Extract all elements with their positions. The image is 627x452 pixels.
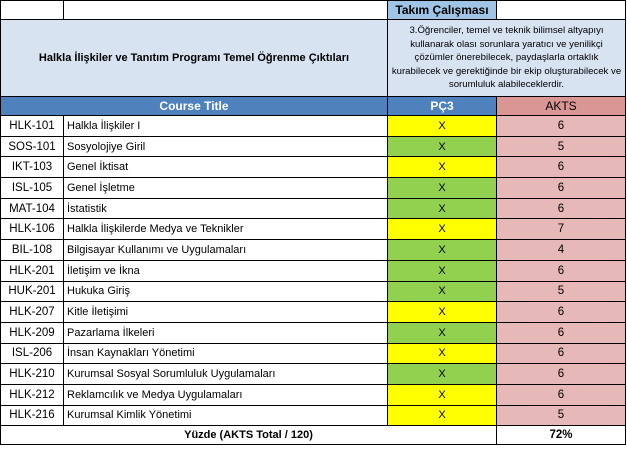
course-code-cell[interactable]: IKT-103 [0, 156, 64, 179]
outcome-mark-cell[interactable]: X [387, 115, 497, 137]
top-header-row: Takım Çalışması [0, 0, 626, 20]
akts-cell[interactable]: 6 [496, 321, 626, 344]
table-title[interactable]: Halkla İlişkiler ve Tanıtım Programı Tem… [0, 19, 388, 97]
footer-percentage[interactable]: 72% [496, 425, 626, 446]
course-title-cell[interactable]: Reklamcılık ve Medya Uygulamaları [63, 383, 388, 406]
course-title-cell[interactable]: Kitle İletişimi [63, 301, 388, 323]
footer-label[interactable]: Yüzde (AKTS Total / 120) [0, 425, 497, 446]
table-row: ISL-105 Genel İşletme X 6 [0, 177, 626, 199]
outcome-mark-cell[interactable]: X [387, 135, 497, 158]
akts-cell[interactable]: 5 [496, 280, 626, 303]
course-title-cell[interactable]: Hukuka Giriş [63, 280, 388, 303]
course-title-cell[interactable]: Bilgisayar Kullanımı ve Uygulamaları [63, 239, 388, 261]
outcome-mark-cell[interactable]: X [387, 156, 497, 179]
table-row: MAT-104 İstatistik X 6 [0, 197, 626, 220]
outcome-mark-cell[interactable]: X [387, 197, 497, 220]
course-title-cell[interactable]: İletişim ve İkna [63, 259, 388, 282]
akts-cell[interactable]: 6 [496, 259, 626, 282]
column-header-row: Course Title PÇ3 AKTS [0, 96, 626, 116]
outcome-mark-cell[interactable]: X [387, 177, 497, 199]
akts-header[interactable]: AKTS [496, 96, 626, 116]
akts-cell[interactable]: 4 [496, 239, 626, 261]
footer-row: Yüzde (AKTS Total / 120) 72% [0, 425, 626, 446]
akts-cell[interactable]: 5 [496, 135, 626, 158]
course-code-cell[interactable]: HLK-207 [0, 301, 64, 323]
course-code-cell[interactable]: HLK-101 [0, 115, 64, 137]
course-code-cell[interactable]: HLK-216 [0, 404, 64, 427]
table-row: IKT-103 Genel İktisat X 6 [0, 156, 626, 179]
section-title[interactable]: Takım Çalışması [387, 0, 497, 20]
akts-cell[interactable]: 6 [496, 177, 626, 199]
course-code-cell[interactable]: HUK-201 [0, 280, 64, 303]
table-row: HUK-201 Hukuka Giriş X 5 [0, 280, 626, 303]
outcome-description[interactable]: 3.Öğrenciler, temel ve teknik bilimsel a… [387, 19, 626, 97]
course-title-cell[interactable]: İstatistik [63, 197, 388, 220]
table-row: HLK-106 Halkla İlişkilerde Medya ve Tekni… [0, 218, 626, 241]
outcome-header[interactable]: PÇ3 [387, 96, 497, 116]
akts-cell[interactable]: 6 [496, 156, 626, 179]
course-title-cell[interactable]: Halkla İlişkiler I [63, 115, 388, 137]
table-row: BIL-108 Bilgisayar Kullanımı ve Uygulamal… [0, 239, 626, 261]
outcome-mark-cell[interactable]: X [387, 280, 497, 303]
outcome-mark-cell[interactable]: X [387, 259, 497, 282]
course-code-cell[interactable]: HLK-210 [0, 363, 64, 385]
course-title-cell[interactable]: Halkla İlişkilerde Medya ve Teknikler [63, 218, 388, 241]
akts-cell[interactable]: 6 [496, 342, 626, 365]
akts-cell[interactable]: 6 [496, 115, 626, 137]
table-row: HLK-201 İletişim ve İkna X 6 [0, 259, 626, 282]
course-code-cell[interactable]: MAT-104 [0, 197, 64, 220]
course-code-cell[interactable]: HLK-212 [0, 383, 64, 406]
blank-cell[interactable] [0, 0, 64, 20]
akts-cell[interactable]: 7 [496, 218, 626, 241]
course-code-cell[interactable]: HLK-106 [0, 218, 64, 241]
course-title-cell[interactable]: Genel İktisat [63, 156, 388, 179]
blank-cell[interactable] [496, 0, 626, 20]
course-code-cell[interactable]: HLK-209 [0, 321, 64, 344]
akts-cell[interactable]: 6 [496, 301, 626, 323]
akts-cell[interactable]: 6 [496, 383, 626, 406]
outcome-mark-cell[interactable]: X [387, 239, 497, 261]
blank-cell[interactable] [63, 0, 388, 20]
outcome-mark-cell[interactable]: X [387, 342, 497, 365]
course-title-cell[interactable]: Pazarlama İlkeleri [63, 321, 388, 344]
akts-cell[interactable]: 6 [496, 197, 626, 220]
table-row: HLK-209 Pazarlama İlkeleri X 6 [0, 321, 626, 344]
outcome-mark-cell[interactable]: X [387, 321, 497, 344]
outcome-mark-cell[interactable]: X [387, 404, 497, 427]
table-row: SOS-101 Sosyolojiye Giril X 5 [0, 135, 626, 158]
description-row: Halkla İlişkiler ve Tanıtım Programı Tem… [0, 19, 626, 97]
outcome-mark-cell[interactable]: X [387, 383, 497, 406]
table-row: HLK-207 Kitle İletişimi X 6 [0, 301, 626, 323]
course-code-cell[interactable]: HLK-201 [0, 259, 64, 282]
table-row: HLK-210 Kurumsal Sosyal Sorumluluk Uygula… [0, 363, 626, 385]
akts-cell[interactable]: 6 [496, 363, 626, 385]
table-row: HLK-212 Reklamcılık ve Medya Uygulamaları… [0, 383, 626, 406]
course-title-cell[interactable]: Sosyolojiye Giril [63, 135, 388, 158]
table-row: ISL-206 İnsan Kaynakları Yönetimi X 6 [0, 342, 626, 365]
course-title-cell[interactable]: Genel İşletme [63, 177, 388, 199]
course-title-cell[interactable]: Kurumsal Sosyal Sorumluluk Uygulamaları [63, 363, 388, 385]
outcome-mark-cell[interactable]: X [387, 363, 497, 385]
course-code-cell[interactable]: ISL-206 [0, 342, 64, 365]
table-row: HLK-216 Kurumsal Kimlik Yönetimi X 5 [0, 404, 626, 427]
course-title-header[interactable]: Course Title [0, 96, 388, 116]
outcome-mark-cell[interactable]: X [387, 301, 497, 323]
course-code-cell[interactable]: ISL-105 [0, 177, 64, 199]
course-code-cell[interactable]: BIL-108 [0, 239, 64, 261]
course-title-cell[interactable]: İnsan Kaynakları Yönetimi [63, 342, 388, 365]
course-title-cell[interactable]: Kurumsal Kimlik Yönetimi [63, 404, 388, 427]
akts-cell[interactable]: 5 [496, 404, 626, 427]
course-code-cell[interactable]: SOS-101 [0, 135, 64, 158]
outcome-mark-cell[interactable]: X [387, 218, 497, 241]
